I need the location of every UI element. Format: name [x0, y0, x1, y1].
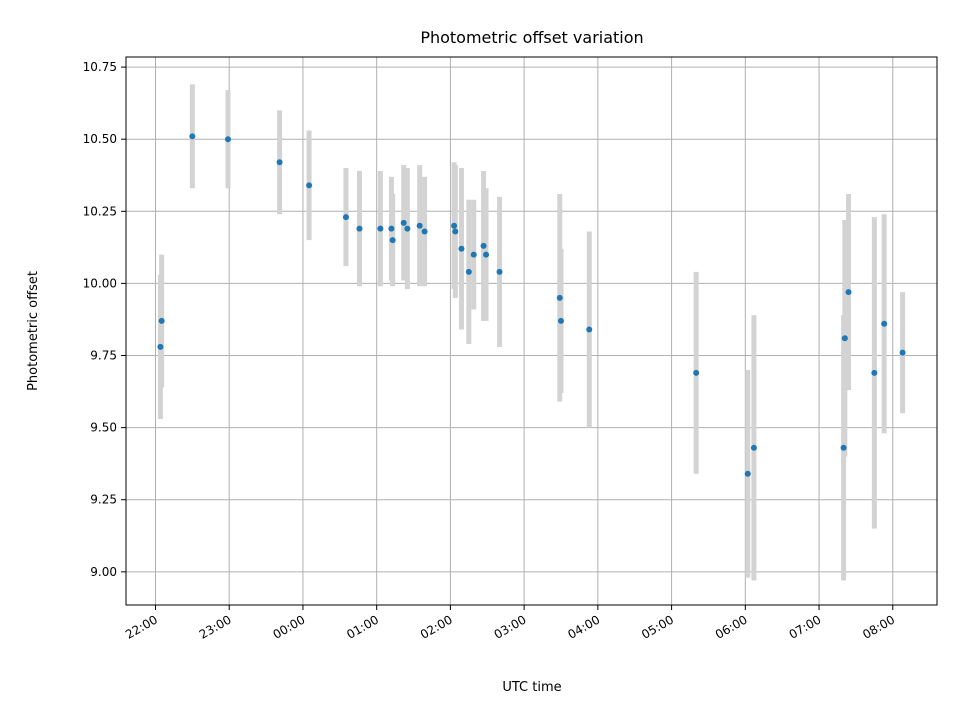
x-tick-label: 06:00	[713, 612, 750, 641]
data-point	[693, 369, 700, 376]
x-tick-label: 00:00	[270, 612, 307, 641]
y-tick-label: 10.75	[83, 60, 117, 74]
data-point	[157, 343, 164, 350]
data-point	[458, 245, 465, 252]
y-axis-label: Photometric offset	[26, 271, 41, 391]
chart-title: Photometric offset variation	[420, 28, 643, 47]
data-point	[465, 268, 472, 275]
grid-lines	[126, 57, 937, 605]
y-tick-label: 9.50	[90, 421, 117, 435]
data-point	[840, 444, 847, 451]
y-tick-label: 10.00	[83, 276, 117, 290]
data-point	[416, 222, 423, 229]
y-tick-label: 10.25	[83, 204, 117, 218]
data-point	[342, 214, 349, 221]
data-point	[404, 225, 411, 232]
x-tick-label: 08:00	[860, 612, 897, 641]
data-point	[377, 225, 384, 232]
x-tick-label: 23:00	[197, 612, 234, 641]
data-point	[480, 242, 487, 249]
data-point	[400, 219, 407, 226]
data-point	[470, 251, 477, 258]
data-point	[483, 251, 490, 258]
data-point	[306, 182, 313, 189]
data-point	[389, 237, 396, 244]
x-tick-label: 07:00	[787, 612, 824, 641]
x-tick-label: 04:00	[565, 612, 602, 641]
x-tick-label: 05:00	[639, 612, 676, 641]
data-point	[452, 228, 459, 235]
x-axis-ticks: 22:00 23:00 00:00 01:00 02:00 03:00 04:00 05:00…	[123, 605, 897, 642]
data-point	[845, 289, 852, 296]
data-point	[356, 225, 363, 232]
data-point	[189, 133, 196, 140]
error-bars	[157, 84, 906, 581]
x-tick-label: 22:00	[123, 612, 160, 641]
y-tick-label: 9.25	[90, 493, 117, 507]
data-point	[451, 222, 458, 229]
data-point	[557, 317, 564, 324]
y-tick-label: 9.75	[90, 349, 117, 363]
data-point	[556, 294, 563, 301]
data-point	[421, 228, 428, 235]
data-point	[388, 225, 395, 232]
x-tick-label: 03:00	[492, 612, 529, 641]
data-point	[841, 335, 848, 342]
data-point	[224, 136, 231, 143]
data-points	[157, 133, 906, 477]
data-point	[899, 349, 906, 356]
y-tick-label: 10.50	[83, 132, 117, 146]
data-point	[586, 326, 593, 333]
data-point	[276, 159, 283, 166]
data-point	[744, 470, 751, 477]
data-point	[496, 268, 503, 275]
data-point	[158, 317, 165, 324]
plot-frame	[125, 56, 938, 606]
x-tick-label: 02:00	[418, 612, 455, 641]
data-point	[871, 369, 878, 376]
x-tick-label: 01:00	[344, 612, 381, 641]
x-axis-label: UTC time	[502, 680, 561, 695]
y-axis-ticks: 9.00 9.25 9.50 9.75 10.00 10.25 10.50 10.75	[83, 60, 126, 579]
y-tick-label: 9.00	[90, 565, 117, 579]
data-point	[750, 444, 757, 451]
data-point	[881, 320, 888, 327]
